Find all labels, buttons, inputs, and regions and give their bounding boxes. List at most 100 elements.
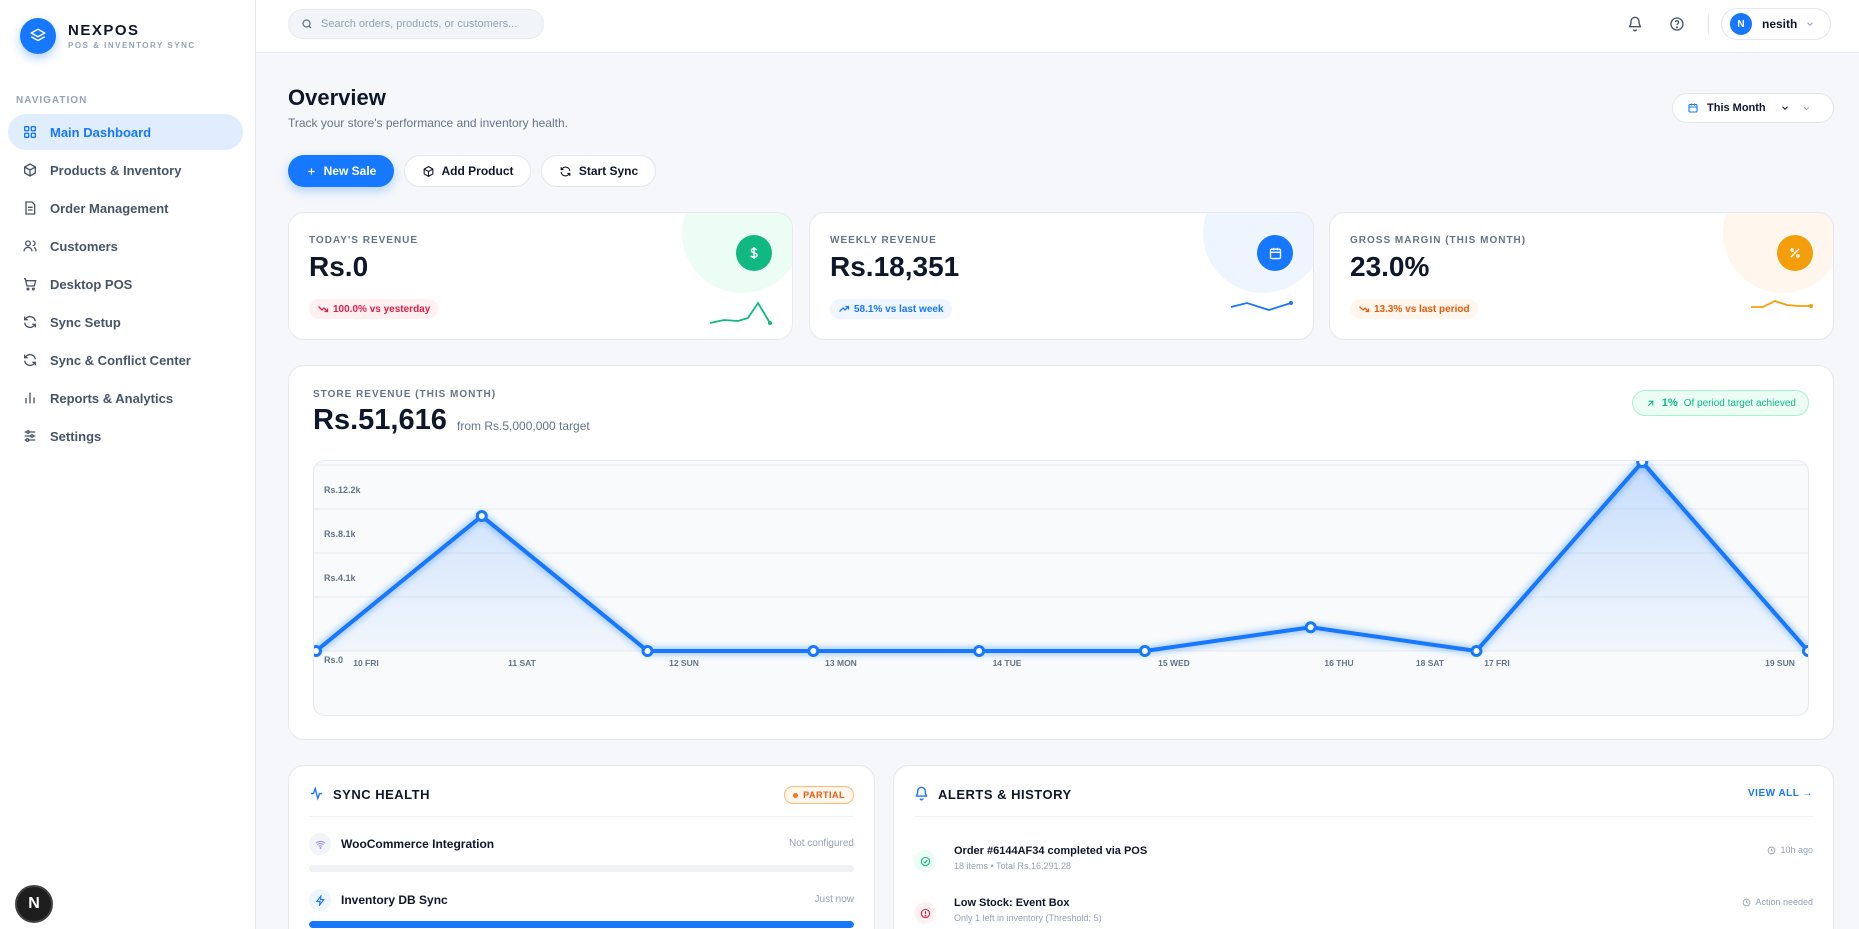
calendar-icon [1257,235,1293,271]
sidebar-item-settings[interactable]: Settings [8,418,243,454]
trend-down-icon [318,306,329,313]
add-product-button[interactable]: Add Product [404,155,531,187]
alerts-history-panel: ALERTS & HISTORY VIEW ALL → Order #6144A… [893,765,1834,929]
view-all-link[interactable]: VIEW ALL → [1748,788,1813,799]
cart-icon [22,276,38,292]
sidebar-item-label: Sync & Conflict Center [50,352,191,368]
kpi-trend-badge: 58.1% vs last week [830,299,952,319]
date-range-select[interactable]: This Month [1672,93,1834,123]
page-subtitle: Track your store's performance and inven… [288,116,568,130]
sidebar-item-sync-setup[interactable]: Sync Setup [8,304,243,340]
revenue-label: STORE REVENUE (THIS MONTH) [313,389,497,400]
sync-progress-bar [309,865,854,872]
alert-item[interactable]: Order #6144AF34 completed via POS 18 ite… [914,844,1813,884]
divider [309,816,854,817]
alert-time: Action needed [1742,897,1813,907]
sync-progress-bar [309,921,854,928]
y-tick-label: Rs.0 [324,655,343,665]
revenue-value: Rs.51,616 [313,404,447,436]
data-point [314,645,322,657]
next-badge[interactable]: N [15,885,53,923]
alert-title: Low Stock: Event Box [954,897,1070,909]
new-sale-label: New Sale [323,164,377,178]
kpi-card-weekly-revenue: WEEKLY REVENUE Rs.18,351 58.1% vs last w… [809,212,1314,340]
user-menu[interactable]: N nesith [1721,8,1831,40]
kpi-value: Rs.18,351 [830,251,960,282]
kpi-label: TODAY'S REVENUE [309,235,419,246]
sidebar-item-sync-conflict-center[interactable]: Sync & Conflict Center [8,342,243,378]
alert-item[interactable]: Low Stock: Event Box Only 1 left in inve… [914,896,1813,929]
x-tick-label: 13 MON [825,658,857,668]
refresh-icon [560,166,571,176]
alert-time-text: 10h ago [1780,845,1813,855]
sparkline [709,301,772,325]
sidebar-item-customers[interactable]: Customers [8,228,243,264]
kpi-label: GROSS MARGIN (THIS MONTH) [1350,235,1527,246]
sync-row-woocommerce[interactable]: WooCommerce Integration Not configured [309,833,854,877]
sidebar-item-label: Products & Inventory [50,162,182,178]
kpi-trend-badge: 100.0% vs yesterday [309,299,439,319]
sync-row-inventory-db[interactable]: Inventory DB Sync Just now [309,889,854,929]
document-icon [22,200,38,216]
data-point [1636,461,1649,469]
alert-circle-icon [914,902,936,924]
add-product-label: Add Product [441,164,514,178]
sidebar-item-desktop-pos[interactable]: Desktop POS [8,266,243,302]
alert-time: 10h ago [1767,845,1813,855]
users-icon [22,238,38,254]
alert-title: Order #6144AF34 completed via POS [954,845,1148,857]
search-input[interactable] [321,18,531,30]
sync-health-title: SYNC HEALTH [333,787,430,802]
sidebar-item-reports-analytics[interactable]: Reports & Analytics [8,380,243,416]
layers-logo-icon [20,18,56,54]
y-tick-label: Rs.8.1k [324,529,357,539]
brand-subtitle: POS & INVENTORY SYNC [68,41,196,50]
data-point [1138,645,1151,657]
sidebar-item-label: Sync Setup [50,314,121,330]
kpi-label: WEEKLY REVENUE [830,235,937,246]
data-point [1470,645,1483,657]
kpi-trend-text: 100.0% vs yesterday [333,303,431,315]
new-sale-button[interactable]: New Sale [288,155,394,187]
sync-health-panel: SYNC HEALTH PARTIAL WooCommerce Integrat… [288,765,875,929]
target-achieved-badge: 1% Of period target achieved [1631,390,1809,416]
avatar: N [1730,13,1752,35]
bell-icon [915,786,928,801]
date-range-label: This Month [1707,102,1766,114]
alert-time-text: Action needed [1755,897,1813,907]
kpi-card-gross-margin: GROSS MARGIN (THIS MONTH) 23.0% 13.3% vs… [1329,212,1834,340]
start-sync-button[interactable]: Start Sync [541,155,656,187]
area-fill [316,462,1808,651]
x-tick-label: 12 SUN [669,658,699,668]
data-point [475,510,488,523]
clock-icon [1768,846,1776,854]
kpi-trend-text: 58.1% vs last week [854,303,944,315]
data-point [973,645,986,657]
bar-chart-icon [22,390,38,406]
alerts-title: ALERTS & HISTORY [938,787,1072,802]
sidebar-item-products-inventory[interactable]: Products & Inventory [8,152,243,188]
sidebar-nav: Main Dashboard Products & Inventory Order … [8,114,243,456]
topbar-divider [1708,14,1709,34]
nav-heading: NAVIGATION [16,95,88,106]
bell-icon[interactable] [1624,13,1646,35]
sidebar-item-order-management[interactable]: Order Management [8,190,243,226]
help-icon[interactable] [1666,13,1688,35]
grid-icon [22,124,38,140]
user-name: nesith [1762,17,1798,31]
alert-subtitle: 18 items • Total Rs.16,291.28 [954,861,1072,871]
percent-icon [1777,235,1813,271]
wifi-icon [309,833,331,855]
sidebar-item-main-dashboard[interactable]: Main Dashboard [8,114,243,150]
chevron-down-icon [1807,22,1814,26]
x-tick-label: 15 WED [1158,658,1190,668]
sync-status-text: PARTIAL [803,790,845,800]
x-tick-label: 17 FRI [1484,658,1510,668]
search-box[interactable] [288,9,544,39]
status-dot [793,792,799,798]
kpi-value: Rs.0 [309,251,369,282]
trend-up-icon [839,305,850,312]
brand[interactable]: NEXPOS POS & INVENTORY SYNC [20,18,196,54]
kpi-trend-text: 13.3% vs last period [1374,303,1470,315]
